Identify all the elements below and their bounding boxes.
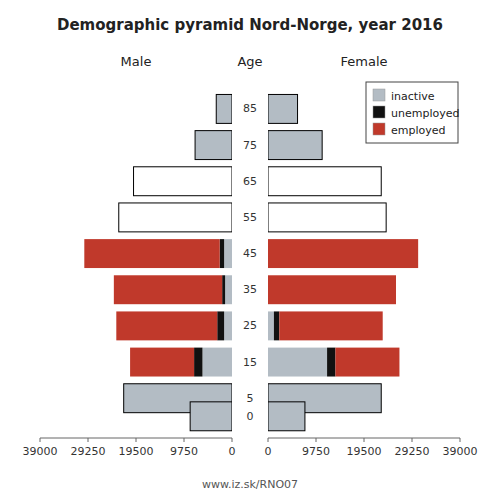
age-label: 85 xyxy=(243,102,257,115)
bar-segment xyxy=(268,348,327,377)
bar-segment xyxy=(202,348,232,377)
tick xyxy=(40,438,41,442)
legend-swatch xyxy=(373,89,385,101)
age-label: 0 xyxy=(247,410,254,423)
tick-label: 9750 xyxy=(170,445,198,458)
age-label: 75 xyxy=(243,139,257,152)
outline-bar xyxy=(190,402,232,431)
age-label: 35 xyxy=(243,283,257,296)
bar-segment xyxy=(220,239,224,268)
tick-label: 39000 xyxy=(443,445,478,458)
bar-segment xyxy=(268,311,274,340)
legend-swatch xyxy=(373,106,385,118)
legend: inactive unemployed employed xyxy=(366,82,459,143)
bar-segment xyxy=(114,275,222,304)
age-label: 45 xyxy=(243,247,257,260)
bar-segment xyxy=(268,239,418,268)
age-label: 55 xyxy=(243,211,257,224)
title: Demographic pyramid Nord-Norge, year 201… xyxy=(57,16,443,34)
bar-segment xyxy=(217,311,224,340)
panel-label: Female xyxy=(340,54,387,69)
bar-segment xyxy=(335,348,399,377)
tick xyxy=(184,438,185,442)
bar-segment xyxy=(116,311,217,340)
tick xyxy=(316,438,317,442)
bar-segment xyxy=(130,348,194,377)
x-axis: 39000 29250 19500 9750 0 xyxy=(23,438,236,458)
tick-label: 9750 xyxy=(302,445,330,458)
outline-bar xyxy=(134,167,232,196)
outline-bar xyxy=(268,167,381,196)
age-label: 65 xyxy=(243,175,257,188)
legend-label: inactive xyxy=(391,90,435,103)
panel-label: Male xyxy=(121,54,152,69)
bar-segment xyxy=(268,131,322,160)
bars xyxy=(268,94,418,430)
tick xyxy=(364,438,365,442)
outline-bar xyxy=(195,131,232,160)
bars xyxy=(84,94,232,430)
age-label: 5 xyxy=(247,392,254,405)
outline-bar xyxy=(216,94,232,123)
outline-bar xyxy=(268,203,386,232)
tick xyxy=(88,438,89,442)
tick xyxy=(460,438,461,442)
legend-label: unemployed xyxy=(391,107,459,120)
bar-segment xyxy=(268,94,298,123)
bar-segment xyxy=(224,239,232,268)
tick xyxy=(232,438,233,442)
x-axis: 0 9750 19500 29250 39000 xyxy=(265,438,478,458)
outline-bar xyxy=(119,203,232,232)
outline-bar xyxy=(268,402,305,431)
axis-label: Age xyxy=(237,54,262,69)
outline-bar xyxy=(268,131,322,160)
bar-segment xyxy=(190,402,232,431)
age-label: 25 xyxy=(243,319,257,332)
bar-segment xyxy=(225,275,232,304)
tick-label: 0 xyxy=(229,445,236,458)
tick-label: 29250 xyxy=(395,445,430,458)
bar-segment xyxy=(268,402,305,431)
bar-segment xyxy=(222,275,225,304)
tick xyxy=(136,438,137,442)
bar-segment xyxy=(194,348,202,377)
tick-label: 19500 xyxy=(347,445,382,458)
tick xyxy=(412,438,413,442)
bar-segment xyxy=(268,275,396,304)
tick-label: 39000 xyxy=(23,445,58,458)
bar-segment xyxy=(216,94,232,123)
bar-segment xyxy=(274,311,279,340)
footer: www.iz.sk/RNO07 xyxy=(202,478,298,491)
bar-segment xyxy=(195,131,232,160)
legend-label: employed xyxy=(391,124,446,137)
age-label: 15 xyxy=(243,356,257,369)
tick-label: 19500 xyxy=(119,445,154,458)
outline-bar xyxy=(268,94,298,123)
bar-segment xyxy=(84,239,219,268)
tick-label: 29250 xyxy=(71,445,106,458)
tick-label: 0 xyxy=(265,445,272,458)
chart: Demographic pyramid Nord-Norge, year 201… xyxy=(0,0,500,500)
tick xyxy=(268,438,269,442)
bar-segment xyxy=(327,348,335,377)
bar-segment xyxy=(279,311,382,340)
legend-swatch xyxy=(373,123,385,135)
bar-segment xyxy=(224,311,232,340)
